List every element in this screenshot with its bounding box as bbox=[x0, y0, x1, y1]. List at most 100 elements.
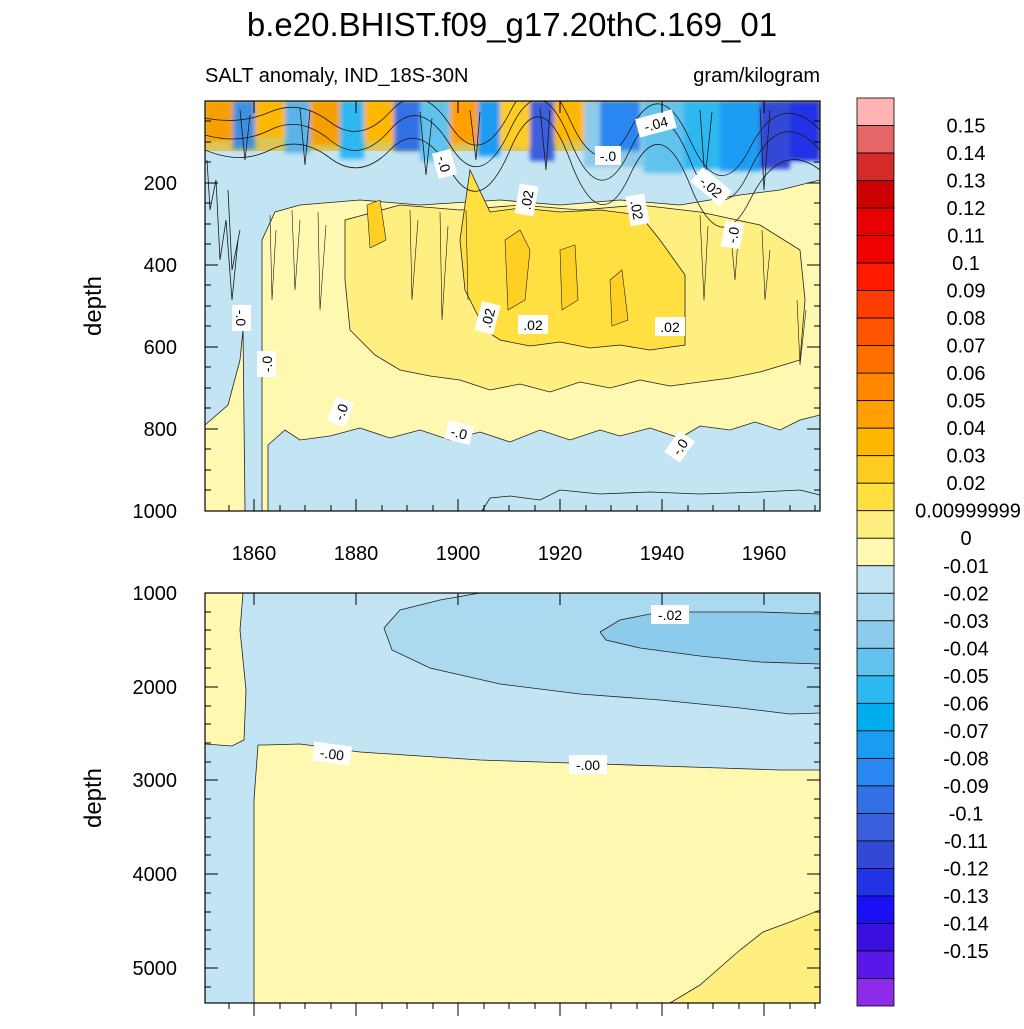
colorbar-label: -0.07 bbox=[943, 721, 989, 743]
colorbar-label: 0.12 bbox=[947, 198, 986, 220]
colorbar-swatch bbox=[856, 455, 895, 484]
colorbar-swatch bbox=[856, 565, 895, 594]
upper-surface-noise bbox=[205, 101, 820, 173]
colorbar-swatch bbox=[856, 812, 895, 842]
upper-plot-area bbox=[205, 101, 820, 511]
colorbar-label: 0.07 bbox=[947, 336, 986, 358]
colorbar-label: 0.11 bbox=[947, 226, 984, 248]
colorbar-swatch bbox=[856, 840, 895, 869]
colorbar-swatch bbox=[856, 317, 895, 347]
colorbar-label: 0.06 bbox=[947, 363, 986, 385]
colorbar-swatch bbox=[856, 262, 895, 292]
chart-left-subtitle: SALT anomaly, IND_18S-30N bbox=[205, 65, 468, 87]
colorbar-label: -0.04 bbox=[943, 638, 989, 660]
contour-label: -.0 bbox=[233, 310, 249, 327]
colorbar-swatch bbox=[856, 152, 895, 181]
colorbar-label: 0.02 bbox=[947, 473, 986, 495]
y-tick-label: 400 bbox=[144, 255, 177, 277]
colorbar-label: 0.14 bbox=[947, 143, 986, 165]
upper-x-axis: 1860 1880 1900 1920 1940 1960 bbox=[228, 101, 816, 565]
contour-label: .02 bbox=[523, 317, 543, 333]
chart-right-subtitle: gram/kilogram bbox=[693, 65, 820, 87]
lower-x-ticks bbox=[228, 593, 816, 1016]
lower-core-negative-region bbox=[599, 611, 820, 665]
colorbar-swatches bbox=[856, 97, 895, 1007]
colorbar-label: -0.12 bbox=[943, 858, 989, 880]
contour-label: -.0 bbox=[669, 436, 692, 459]
colorbar-swatch bbox=[856, 757, 895, 787]
contour-label: -.04 bbox=[642, 113, 670, 135]
upper-core-hotspots bbox=[366, 199, 629, 327]
upper-deep-contour bbox=[481, 489, 820, 511]
colorbar-label: -0.06 bbox=[943, 693, 989, 715]
lower-y-axis-label: depth bbox=[80, 768, 107, 828]
colorbar-swatch bbox=[856, 510, 895, 539]
colorbar-swatch bbox=[856, 702, 895, 732]
contour-label: -.02 bbox=[658, 607, 682, 623]
lower-contour-labels: -.02 -.00 -.00 bbox=[311, 605, 689, 774]
lower-plot-area bbox=[205, 593, 820, 1003]
contour-label: -.0 bbox=[724, 225, 743, 244]
colorbar-swatch bbox=[856, 235, 895, 264]
colorbar-label: 0.08 bbox=[947, 308, 986, 330]
x-tick-label: 1900 bbox=[436, 543, 481, 565]
colorbar-labels: 0.15 0.14 0.13 0.12 0.11 0.1 0.09 0.08 0.07 0.06 0… bbox=[915, 116, 1021, 963]
colorbar-label: 0 bbox=[960, 528, 971, 550]
colorbar-swatch bbox=[856, 785, 895, 814]
colorbar-label: -0.15 bbox=[943, 941, 989, 963]
y-tick-label: 3000 bbox=[133, 770, 178, 792]
contour-label: -.0 bbox=[600, 148, 617, 164]
y-tick-label: 800 bbox=[144, 419, 177, 441]
lower-plot-frame bbox=[204, 592, 821, 1004]
colorbar-label: -0.1 bbox=[949, 803, 983, 825]
colorbar: 0.15 0.14 0.13 0.12 0.11 0.1 0.09 0.08 0.07 0.06 0… bbox=[856, 97, 1021, 1007]
colorbar-label: -0.05 bbox=[943, 666, 989, 688]
colorbar-swatch bbox=[856, 97, 895, 126]
colorbar-swatch bbox=[856, 868, 895, 897]
colorbar-swatch bbox=[856, 427, 895, 457]
colorbar-label: -0.14 bbox=[943, 913, 989, 935]
contour-label: .02 bbox=[627, 199, 646, 221]
lower-left-positive-strip bbox=[205, 593, 247, 747]
colorbar-swatch bbox=[856, 207, 895, 236]
colorbar-swatch bbox=[856, 647, 895, 677]
colorbar-swatch bbox=[856, 125, 895, 154]
colorbar-label: 0.05 bbox=[947, 391, 986, 413]
contour-label: -.0 bbox=[449, 423, 469, 443]
y-tick-label: 5000 bbox=[133, 958, 178, 980]
colorbar-label: -0.11 bbox=[944, 831, 988, 853]
colorbar-swatch bbox=[856, 400, 895, 429]
colorbar-swatch bbox=[856, 482, 895, 512]
y-tick-label: 200 bbox=[144, 173, 177, 195]
upper-y-axis: 200 400 600 800 1000 bbox=[133, 120, 820, 523]
colorbar-label: 0.15 bbox=[947, 116, 986, 138]
x-tick-label: 1940 bbox=[640, 543, 685, 565]
colorbar-swatch bbox=[856, 345, 895, 374]
contour-label: -.0 bbox=[331, 401, 352, 422]
colorbar-swatch bbox=[856, 730, 895, 759]
colorbar-label: -0.01 bbox=[943, 556, 989, 578]
upper-positive-sliver bbox=[205, 329, 246, 511]
colorbar-label: 0.09 bbox=[947, 281, 986, 303]
contour-label: .02 bbox=[517, 189, 536, 211]
colorbar-label: -0.09 bbox=[943, 776, 989, 798]
contour-label: -.0 bbox=[434, 154, 454, 174]
colorbar-swatch bbox=[856, 290, 895, 319]
contour-label: -.00 bbox=[576, 757, 600, 773]
chart-title: b.e20.BHIST.f09_g17.20thC.169_01 bbox=[247, 6, 777, 43]
colorbar-label: 0.04 bbox=[947, 418, 986, 440]
lower-y-axis: 1000 2000 3000 4000 5000 bbox=[133, 583, 820, 988]
colorbar-swatch bbox=[856, 592, 895, 622]
lower-deep-positive-region bbox=[253, 743, 820, 1003]
colorbar-label: -0.13 bbox=[943, 886, 989, 908]
upper-y-axis-label: depth bbox=[80, 276, 107, 336]
y-tick-label: 2000 bbox=[133, 677, 178, 699]
colorbar-swatch bbox=[856, 675, 895, 704]
colorbar-swatch bbox=[856, 950, 895, 979]
colorbar-swatch bbox=[856, 895, 895, 924]
colorbar-swatch bbox=[856, 620, 895, 649]
colorbar-label: -0.03 bbox=[943, 611, 989, 633]
colorbar-swatch bbox=[856, 537, 895, 567]
contour-label: .02 bbox=[660, 319, 680, 335]
